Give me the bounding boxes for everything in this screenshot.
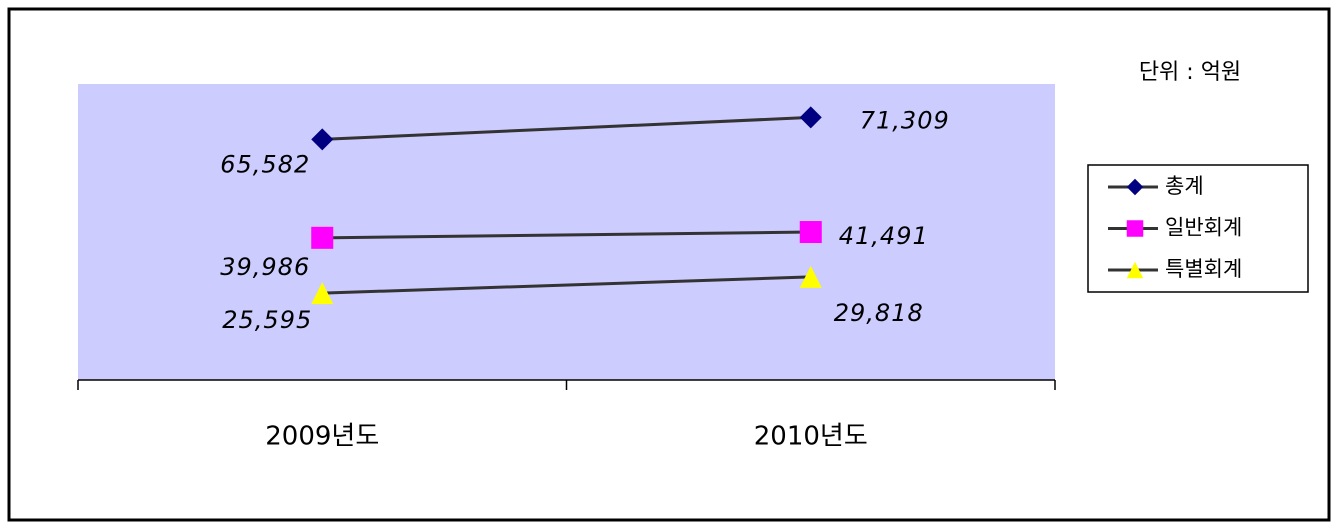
legend-marker <box>1126 220 1144 237</box>
plot-area <box>78 84 1055 380</box>
legend-label: 총계 <box>1165 174 1204 198</box>
value-label: 25,595 <box>222 306 312 334</box>
series-line <box>322 230 811 240</box>
marker <box>311 226 334 249</box>
marker <box>799 221 822 244</box>
marker <box>799 265 822 288</box>
value-label: 41,491 <box>839 222 929 250</box>
value-label: 29,818 <box>834 299 924 327</box>
x-tick-label: 2010년도 <box>754 422 868 452</box>
legend-label: 일반회계 <box>1165 216 1242 240</box>
unit-label: 단위 : 억원 <box>1139 60 1241 85</box>
series-line <box>322 275 811 295</box>
legend-marker <box>1126 261 1144 279</box>
marker <box>799 106 822 129</box>
value-label: 71,309 <box>860 106 950 134</box>
x-tick-label: 2009년도 <box>265 422 379 452</box>
marker <box>311 128 334 151</box>
series-line <box>322 115 811 141</box>
legend-label: 특별회계 <box>1165 257 1242 281</box>
legend-marker <box>1126 178 1144 196</box>
value-label: 39,986 <box>220 253 310 281</box>
value-label: 65,582 <box>220 150 310 178</box>
marker <box>311 282 334 305</box>
